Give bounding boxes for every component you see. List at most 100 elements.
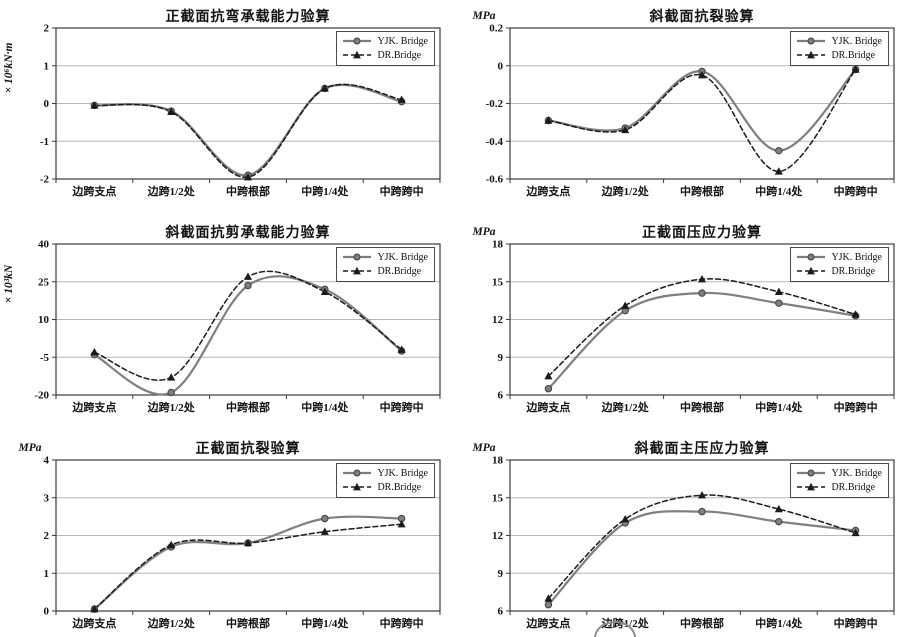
- y-axis-unit: MPa: [472, 442, 496, 454]
- x-tick-label: 中跨跨中: [834, 400, 878, 414]
- series-line-2: [93, 83, 403, 178]
- legend-item: DR.Bridge: [796, 480, 882, 494]
- series-group: [93, 515, 403, 611]
- y-tick-label: 6: [498, 390, 504, 402]
- series-group: [547, 494, 857, 606]
- legend-label: DR.Bridge: [831, 49, 876, 61]
- marker-triangle: [698, 275, 706, 283]
- chart-canvas: 0.2 0 -0.2 -0.4 -0.6 边跨支点 边跨1/2处 中跨根部 中跨1/4处 中跨跨中…: [472, 10, 895, 198]
- series-line-2: [93, 523, 403, 610]
- x-tick-label: 中跨跨中: [380, 616, 424, 630]
- legend-item: DR.Bridge: [342, 264, 428, 278]
- marker-triangle: [320, 84, 329, 92]
- legend-sample: [343, 266, 372, 275]
- y-axis-unit: MPa: [18, 442, 42, 454]
- marker-triangle: [621, 301, 630, 309]
- marker-triangle: [621, 514, 630, 523]
- y-tick-label: -20: [34, 390, 49, 402]
- legend-sample: [797, 482, 826, 491]
- marker-triangle: [167, 373, 176, 381]
- chart-6: 斜截面主压应力验算 18 15 12 9 6 边跨支点 边跨1/2处 中跨根部 中跨1/4处 中跨跨…: [454, 436, 908, 636]
- marker-triangle: [698, 491, 706, 499]
- chart-canvas: 18 15 12 9 6 边跨支点 边跨1/2处 中跨根部 中跨1/4处 中跨跨中 MPa: [472, 226, 895, 414]
- legend-item: DR.Bridge: [796, 48, 882, 62]
- legend-marker-triangle: [807, 266, 816, 275]
- x-tick-label: 中跨跨中: [380, 184, 424, 198]
- legend-marker-triangle: [353, 266, 362, 275]
- legend-item: YJK. Bridge: [796, 34, 882, 48]
- marker-triangle: [244, 538, 252, 547]
- y-tick-label: 0: [44, 98, 50, 110]
- y-tick-label: -5: [40, 352, 50, 364]
- x-tick-label: 边跨1/2处: [147, 184, 196, 198]
- legend-sample: [797, 253, 826, 261]
- x-tick-label: 中跨根部: [680, 616, 724, 630]
- legend-marker-circle: [353, 37, 361, 45]
- y-tick-label: 15: [492, 276, 504, 288]
- chart-5: 正截面抗裂验算 4 3 2 1 0 边跨支点 边跨1/2处 中跨根部 中跨1/4处 中跨跨中 MPa Y…: [0, 436, 454, 636]
- x-tick-label: 中跨1/4处: [755, 400, 803, 414]
- x-tick-label: 中跨1/4处: [301, 616, 349, 630]
- legend-label: YJK. Bridge: [377, 467, 428, 479]
- marker-triangle: [544, 371, 553, 380]
- marker-circle: [698, 289, 706, 297]
- legend-label: DR.Bridge: [831, 265, 876, 277]
- marker-triangle: [774, 504, 783, 513]
- x-tick-label: 边跨支点: [71, 400, 116, 414]
- marker-triangle: [244, 272, 252, 280]
- series-line-2: [547, 278, 857, 377]
- y-tick-label: 1: [44, 60, 50, 72]
- y-tick-label: 0.2: [489, 23, 503, 35]
- legend-item: DR.Bridge: [342, 48, 428, 62]
- chart-title: 正截面压应力验算: [642, 226, 762, 241]
- y-tick-label: 9: [498, 352, 504, 364]
- y-tick-label: 6: [498, 606, 504, 618]
- marker-triangle: [544, 116, 553, 124]
- chart-1: 正截面抗弯承载能力验算 2 1 0 -1 -2 边跨支点 边跨1/2处 中跨根部 中跨1/4处 中跨…: [0, 4, 454, 204]
- y-tick-label: 25: [38, 276, 50, 288]
- marker-circle: [775, 146, 783, 155]
- chart-canvas: 40 25 10 -5 -20 边跨支点 边跨1/2处 中跨根部 中跨1/4处 中跨跨中 × 10³…: [3, 239, 441, 414]
- legend-marker-circle: [353, 253, 361, 261]
- y-axis-unit: × 10⁶kN·m: [3, 43, 15, 94]
- legend-marker-triangle: [807, 482, 816, 491]
- legend: YJK. Bridge DR.Bridge: [336, 463, 435, 498]
- legend-label: YJK. Bridge: [831, 35, 882, 47]
- series-line-1: [547, 291, 857, 390]
- y-tick-label: 9: [498, 568, 504, 580]
- y-tick-label: 10: [38, 314, 50, 326]
- x-tick-label: 中跨根部: [226, 184, 270, 198]
- legend-label: YJK. Bridge: [377, 35, 428, 47]
- legend-item: YJK. Bridge: [796, 250, 882, 264]
- x-tick-label: 中跨根部: [680, 184, 724, 198]
- marker-triangle: [167, 107, 176, 116]
- marker-triangle: [851, 310, 860, 318]
- marker-triangle: [851, 528, 860, 537]
- x-tick-label: 中跨跨中: [380, 400, 424, 414]
- y-axis-unit: MPa: [472, 10, 496, 22]
- marker-triangle: [774, 287, 783, 296]
- marker-circle: [167, 388, 175, 397]
- legend-label: DR.Bridge: [377, 265, 422, 277]
- x-tick-label: 边跨支点: [525, 400, 570, 414]
- x-tick-label: 边跨支点: [71, 616, 116, 630]
- chart-2: 斜截面抗裂验算 0.2 0 -0.2 -0.4 -0.6 边跨支点 边跨1/2处 中跨根部 中跨1…: [454, 4, 908, 204]
- y-tick-label: 1: [44, 568, 50, 580]
- chart-canvas: 2 1 0 -1 -2 边跨支点 边跨1/2处 中跨根部 中跨1/4处 中跨跨中 × 10⁶kN·m: [3, 23, 441, 198]
- marker-triangle: [90, 604, 99, 613]
- series-group: [547, 68, 857, 173]
- series-line-1: [547, 510, 857, 606]
- series-line-1: [93, 83, 403, 177]
- chart-canvas: 4 3 2 1 0 边跨支点 边跨1/2处 中跨根部 中跨1/4处 中跨跨中 MPa: [18, 442, 441, 630]
- y-tick-label: 15: [492, 492, 504, 504]
- y-tick-label: -1: [40, 136, 49, 148]
- x-tick-label: 边跨1/2处: [147, 400, 196, 414]
- legend: YJK. Bridge DR.Bridge: [336, 31, 435, 66]
- x-tick-label: 边跨1/2处: [601, 400, 650, 414]
- legend-marker-circle: [807, 253, 815, 261]
- series-line-1: [93, 515, 403, 611]
- legend-label: DR.Bridge: [831, 481, 876, 493]
- y-axis-unit: MPa: [472, 226, 496, 238]
- y-tick-label: 2: [44, 23, 50, 35]
